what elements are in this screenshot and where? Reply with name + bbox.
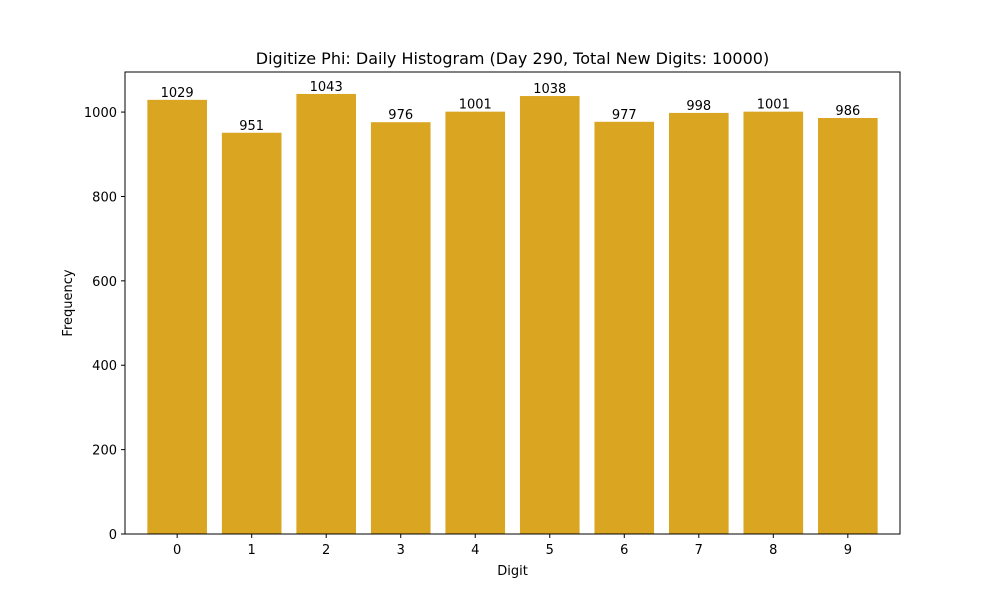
bar-value-label: 998 — [686, 99, 711, 114]
bar-value-label: 951 — [239, 119, 264, 134]
bar-value-label: 986 — [835, 104, 860, 119]
bar-digit-4 — [445, 111, 506, 534]
bars-layer: 1029 951 1043 976 1001 1038 977 998 1001 986 — [147, 80, 878, 535]
bar-value-label: 976 — [388, 108, 413, 123]
x-tick-label: 1 — [248, 543, 256, 558]
bar-value-label: 977 — [612, 108, 637, 123]
bar-digit-1 — [221, 132, 282, 534]
y-tick-label: 400 — [92, 359, 117, 374]
x-tick-label: 5 — [546, 543, 554, 558]
ticks-layer: 0 1 2 3 4 5 6 7 8 9 0 200 400 600 800 1000 — [84, 106, 852, 558]
bar-value-label: 1001 — [757, 98, 790, 113]
x-tick-label: 6 — [620, 543, 628, 558]
bar-digit-3 — [370, 122, 431, 534]
y-tick-label: 800 — [92, 190, 117, 205]
bar-digit-6 — [594, 121, 655, 534]
y-axis-title: Frequency — [61, 269, 76, 336]
y-tick-label: 200 — [92, 444, 117, 459]
x-tick-label: 7 — [695, 543, 703, 558]
bar-digit-2 — [296, 93, 357, 534]
y-tick-label: 600 — [92, 275, 117, 290]
plot-frame — [124, 71, 901, 535]
x-tick-label: 2 — [322, 543, 330, 558]
x-tick-label: 8 — [769, 543, 777, 558]
bar-value-label: 1029 — [161, 86, 194, 101]
bar-digit-7 — [668, 112, 729, 534]
x-tick-label: 9 — [844, 543, 852, 558]
x-tick-label: 3 — [397, 543, 405, 558]
bar-value-label: 1038 — [533, 82, 566, 97]
bar-value-label: 1043 — [310, 80, 343, 95]
y-tick-label: 0 — [109, 528, 117, 543]
bar-value-label: 1001 — [459, 98, 492, 113]
bar-digit-9 — [818, 117, 878, 534]
x-tick-label: 0 — [173, 543, 181, 558]
x-axis-title: Digit — [497, 564, 528, 579]
bar-digit-0 — [147, 99, 207, 535]
bar-digit-8 — [743, 111, 804, 534]
bar-digit-5 — [519, 96, 580, 534]
y-tick-label: 1000 — [84, 106, 117, 121]
x-tick-label: 4 — [471, 543, 479, 558]
chart-title: Digitize Phi: Daily Histogram (Day 290, … — [256, 49, 769, 68]
